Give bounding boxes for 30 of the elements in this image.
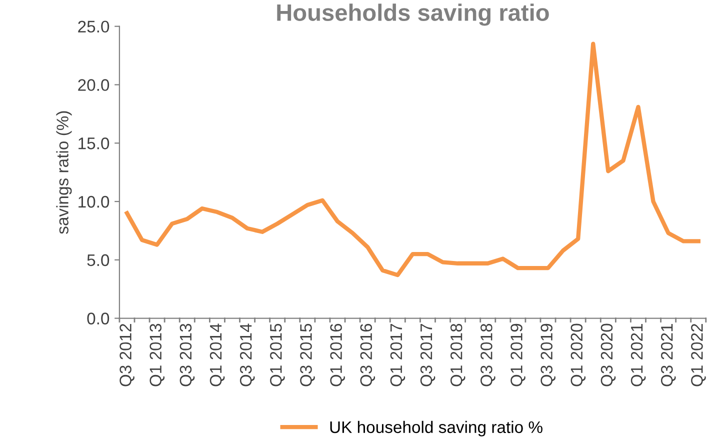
x-tick-label: Q1 2020 xyxy=(570,324,586,386)
y-tick-label: 5.0 xyxy=(87,254,110,266)
x-tick-label: Q1 2015 xyxy=(270,324,285,386)
y-axis-title: savings ratio (%) xyxy=(56,111,72,234)
y-tick-label: 20.0 xyxy=(78,79,110,91)
x-tick-label: Q1 2013 xyxy=(150,324,165,386)
x-tick-label: Q1 2016 xyxy=(330,324,345,386)
legend-label: UK household saving ratio % xyxy=(330,420,542,436)
y-tick-label: 25.0 xyxy=(78,20,110,33)
x-tick-label: Q3 2013 xyxy=(180,324,195,386)
x-tick-label: Q3 2015 xyxy=(300,324,315,386)
x-tick-label: Q3 2020 xyxy=(600,324,616,386)
chart-title: Households saving ratio xyxy=(277,4,549,26)
x-tick-label: Q1 2022 xyxy=(691,324,706,386)
x-tick-label: Q3 2014 xyxy=(240,324,255,386)
x-tick-label: Q1 2019 xyxy=(510,324,526,386)
x-tick-label: Q1 2018 xyxy=(450,324,466,386)
x-tick-label: Q3 2021 xyxy=(660,324,676,386)
y-tick-label: 10.0 xyxy=(78,196,110,208)
y-tick-label: 15.0 xyxy=(78,138,110,150)
y-tick-label: 0.0 xyxy=(87,312,110,324)
x-tick-label: Q3 2012 xyxy=(120,324,134,386)
x-tick-label: Q3 2017 xyxy=(420,324,436,386)
x-tick-label: Q1 2014 xyxy=(210,324,225,386)
x-tick-label: Q1 2021 xyxy=(630,324,646,386)
x-tick-label: Q3 2016 xyxy=(360,324,376,386)
x-tick-label: Q1 2017 xyxy=(390,324,406,386)
line-series xyxy=(124,42,700,278)
x-tick-label: Q3 2019 xyxy=(540,324,556,386)
x-tick-label: Q3 2018 xyxy=(480,324,496,386)
